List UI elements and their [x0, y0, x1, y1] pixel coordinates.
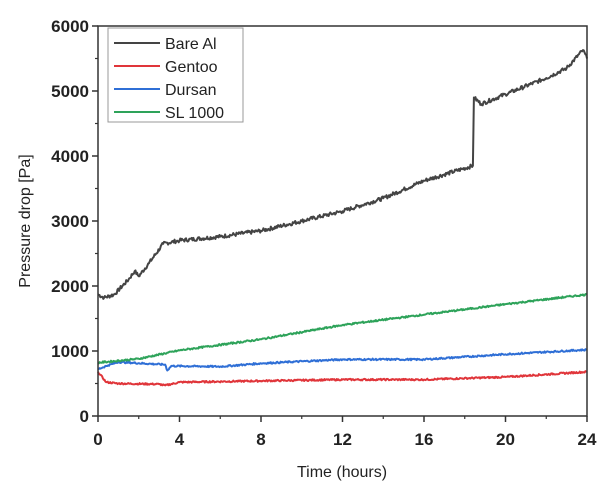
- series-layer: [97, 49, 588, 387]
- series-line-dursan: [97, 348, 588, 372]
- y-tick-label: 3000: [51, 212, 89, 231]
- ticks-layer: 0 4 8 12 16 20 24 0 1000 2000 3000 4000 5000 6000: [51, 17, 597, 449]
- x-tick-label: 8: [256, 430, 265, 449]
- x-tick-label: 0: [93, 430, 102, 449]
- legend-label: Dursan: [165, 82, 217, 99]
- x-tick-label: 20: [496, 430, 515, 449]
- x-tick-label: 4: [175, 430, 185, 449]
- series-line-gentoo: [97, 370, 588, 387]
- legend: Bare Al Gentoo Dursan SL 1000: [107, 27, 244, 123]
- x-tick-label: 12: [333, 430, 352, 449]
- legend-label: Bare Al: [165, 36, 217, 53]
- y-tick-label: 1000: [51, 342, 89, 361]
- x-axis-label: Time (hours): [297, 464, 387, 481]
- y-tick-label: 5000: [51, 82, 89, 101]
- legend-label: SL 1000: [165, 105, 224, 122]
- y-axis-label: Pressure drop [Pa]: [17, 154, 34, 287]
- y-tick-label: 6000: [51, 17, 89, 36]
- x-tick-label: 24: [578, 430, 597, 449]
- legend-label: Gentoo: [165, 59, 218, 76]
- series-line-bare-al: [97, 49, 588, 300]
- x-tick-label: 16: [415, 430, 434, 449]
- y-tick-label: 4000: [51, 147, 89, 166]
- y-tick-label: 2000: [51, 277, 89, 296]
- y-tick-label: 0: [80, 407, 89, 426]
- series-line-sl-1000: [97, 292, 588, 365]
